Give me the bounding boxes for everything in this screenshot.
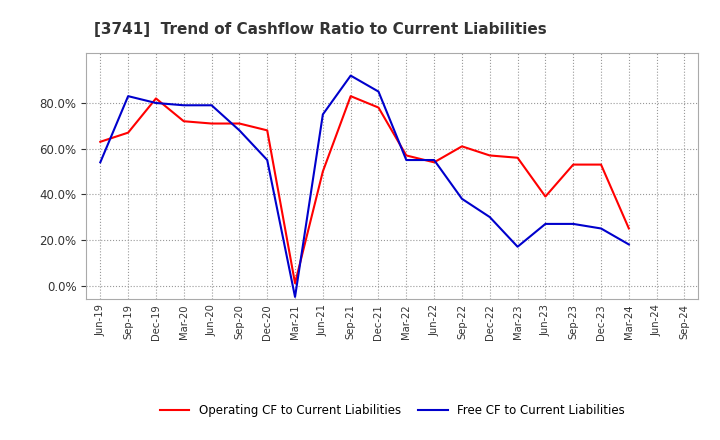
Operating CF to Current Liabilities [207, 121, 216, 126]
Free CF to Current Liabilities [152, 100, 161, 106]
Operating CF to Current Liabilities [624, 226, 633, 231]
Operating CF to Current Liabilities [152, 96, 161, 101]
Free CF to Current Liabilities [346, 73, 355, 78]
Free CF to Current Liabilities [624, 242, 633, 247]
Operating CF to Current Liabilities [291, 281, 300, 286]
Operating CF to Current Liabilities [402, 153, 410, 158]
Operating CF to Current Liabilities [346, 94, 355, 99]
Operating CF to Current Liabilities [179, 119, 188, 124]
Operating CF to Current Liabilities [458, 144, 467, 149]
Operating CF to Current Liabilities [263, 128, 271, 133]
Free CF to Current Liabilities [318, 112, 327, 117]
Free CF to Current Liabilities [263, 158, 271, 163]
Line: Free CF to Current Liabilities: Free CF to Current Liabilities [100, 76, 629, 297]
Line: Operating CF to Current Liabilities: Operating CF to Current Liabilities [100, 96, 629, 283]
Operating CF to Current Liabilities [235, 121, 243, 126]
Operating CF to Current Liabilities [485, 153, 494, 158]
Free CF to Current Liabilities [402, 158, 410, 163]
Free CF to Current Liabilities [513, 244, 522, 249]
Free CF to Current Liabilities [541, 221, 550, 227]
Operating CF to Current Liabilities [513, 155, 522, 161]
Free CF to Current Liabilities [235, 128, 243, 133]
Operating CF to Current Liabilities [569, 162, 577, 167]
Operating CF to Current Liabilities [124, 130, 132, 135]
Free CF to Current Liabilities [96, 160, 104, 165]
Free CF to Current Liabilities [485, 214, 494, 220]
Text: [3741]  Trend of Cashflow Ratio to Current Liabilities: [3741] Trend of Cashflow Ratio to Curren… [94, 22, 546, 37]
Free CF to Current Liabilities [458, 196, 467, 202]
Operating CF to Current Liabilities [96, 139, 104, 144]
Free CF to Current Liabilities [207, 103, 216, 108]
Free CF to Current Liabilities [124, 94, 132, 99]
Free CF to Current Liabilities [569, 221, 577, 227]
Free CF to Current Liabilities [374, 89, 383, 94]
Free CF to Current Liabilities [430, 158, 438, 163]
Free CF to Current Liabilities [291, 294, 300, 300]
Operating CF to Current Liabilities [374, 105, 383, 110]
Operating CF to Current Liabilities [541, 194, 550, 199]
Legend: Operating CF to Current Liabilities, Free CF to Current Liabilities: Operating CF to Current Liabilities, Fre… [155, 399, 630, 422]
Operating CF to Current Liabilities [318, 169, 327, 174]
Free CF to Current Liabilities [179, 103, 188, 108]
Operating CF to Current Liabilities [430, 160, 438, 165]
Operating CF to Current Liabilities [597, 162, 606, 167]
Free CF to Current Liabilities [597, 226, 606, 231]
